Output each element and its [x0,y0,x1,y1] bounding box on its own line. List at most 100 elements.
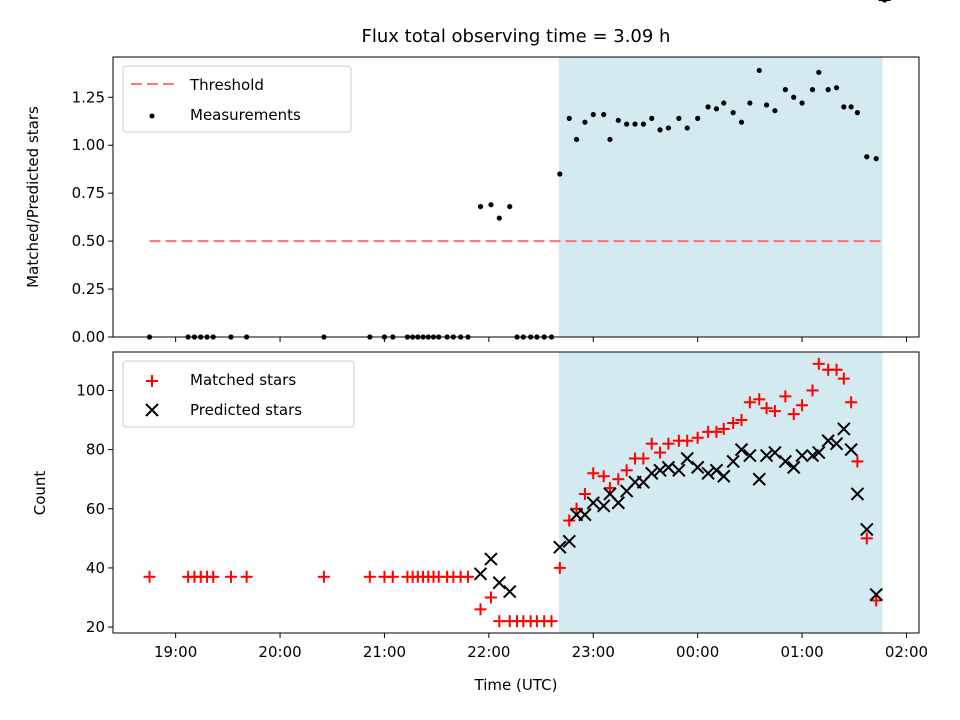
bottom-legend-box [122,360,355,428]
predicted-star-point [795,448,809,463]
matched-star-point [461,570,474,583]
predicted-star-point [812,445,826,460]
matched-star-point [553,561,566,574]
measurement-point [854,110,861,116]
legend-measurements-marker [149,113,155,119]
predicted-stars-points [473,0,891,602]
measurement-point [825,87,831,93]
x-axis-label: Time (UTC) [474,676,558,694]
top-y-axis-label: Matched/Predicted stars [24,106,42,288]
x-tick-label: 21:00 [363,643,406,661]
measurement-point [601,111,607,118]
predicted-star-point [787,460,801,475]
matched-star-point [760,402,773,415]
bottom-y-tick-label: 80 [86,441,105,459]
predicted-star-point [596,499,611,513]
predicted-star-point [473,567,488,581]
measurement-point [791,94,797,100]
bottom-legend: Matched stars Predicted stars [122,360,355,428]
matched-star-point [870,594,883,607]
matched-star-point [587,467,600,480]
top-y-tick-label: 0.75 [72,184,105,202]
bottom-panel: 20 40 60 80 100 19:00 20:00 21:00 22:00 23:00 00:… [31,0,928,694]
matched-star-point [768,405,781,418]
measurement-point [566,115,572,121]
measurement-point [873,156,879,162]
matched-star-point [727,416,740,429]
measurement-point [582,119,588,125]
bottom-y-axis-label: Count [31,471,49,516]
measurement-point [782,87,788,93]
matched-star-point [493,615,506,628]
matched-star-point [845,396,858,409]
matched-star-point [603,482,616,495]
matched-star-point [779,390,792,403]
matched-star-point [830,363,843,376]
predicted-star-point [837,422,851,436]
measurement-point [488,202,494,208]
measurement-point [695,115,701,121]
matched-star-point [143,570,156,583]
predicted-star-point [690,460,705,475]
predicted-star-point [653,463,667,478]
top-y-tick-label: 0.50 [72,232,105,250]
measurement-point [816,69,822,75]
legend-predicted-marker [145,403,159,417]
matched-star-point [662,437,675,450]
matched-star-point [743,396,756,409]
predicted-star-point [860,522,874,537]
legend-threshold-label: Threshold [189,76,264,94]
matched-star-point [317,570,330,583]
measurement-point [684,125,690,131]
bottom-y-axis-ticks: 20 40 60 80 100 [76,381,113,636]
matched-star-point [637,452,650,465]
top-y-axis-ticks: 0.00 0.25 0.50 0.75 1.00 1.25 [72,88,113,346]
predicted-star-point [680,451,694,466]
predicted-star-point [821,434,835,448]
top-x-axis-ticks [175,337,907,342]
top-y-tick-label: 0.25 [72,280,105,298]
matched-star-point [860,532,873,545]
matched-star-point [645,437,658,450]
measurement-point [809,87,816,93]
measurement-point [738,119,745,125]
measurement-point [496,215,502,221]
measurement-point [649,115,655,121]
top-y-tick-label: 0.00 [72,328,105,346]
measurement-point [833,85,840,91]
top-shaded-region [558,57,883,337]
measurement-point [705,104,711,110]
measurement-point [477,203,484,210]
matched-star-point [735,414,748,427]
predicted-star-point [743,448,757,463]
measurement-point [864,154,870,160]
predicted-star-point [661,460,676,475]
x-tick-label: 01:00 [780,643,823,661]
measurement-point [590,111,596,118]
chart-title: Flux total observing time = 3.09 h [362,26,671,47]
matched-star-point [484,591,497,604]
matched-star-point [578,487,591,500]
legend-matched-marker [146,375,158,387]
x-tick-label: 02:00 [885,643,928,661]
measurement-point [573,136,580,143]
x-tick-label: 22:00 [467,643,510,661]
matched-star-point [597,470,610,483]
matched-star-point [787,408,800,421]
matched-star-point [717,422,730,435]
predicted-star-point [553,540,567,554]
predicted-star-point [492,576,507,590]
matched-stars-points [143,0,891,628]
matched-star-point [691,431,704,444]
top-y-tick-label: 1.25 [72,88,105,106]
predicted-star-point [734,442,749,457]
measurement-point [848,104,854,110]
measurement-points [146,0,888,340]
matched-star-point [224,570,237,583]
matched-star-point [386,570,399,583]
legend-predicted-label: Predicted stars [190,401,302,419]
measurement-point [799,100,805,106]
x-tick-label: 20:00 [258,643,301,661]
predicted-star-point [869,587,883,602]
measurement-point [721,100,727,106]
